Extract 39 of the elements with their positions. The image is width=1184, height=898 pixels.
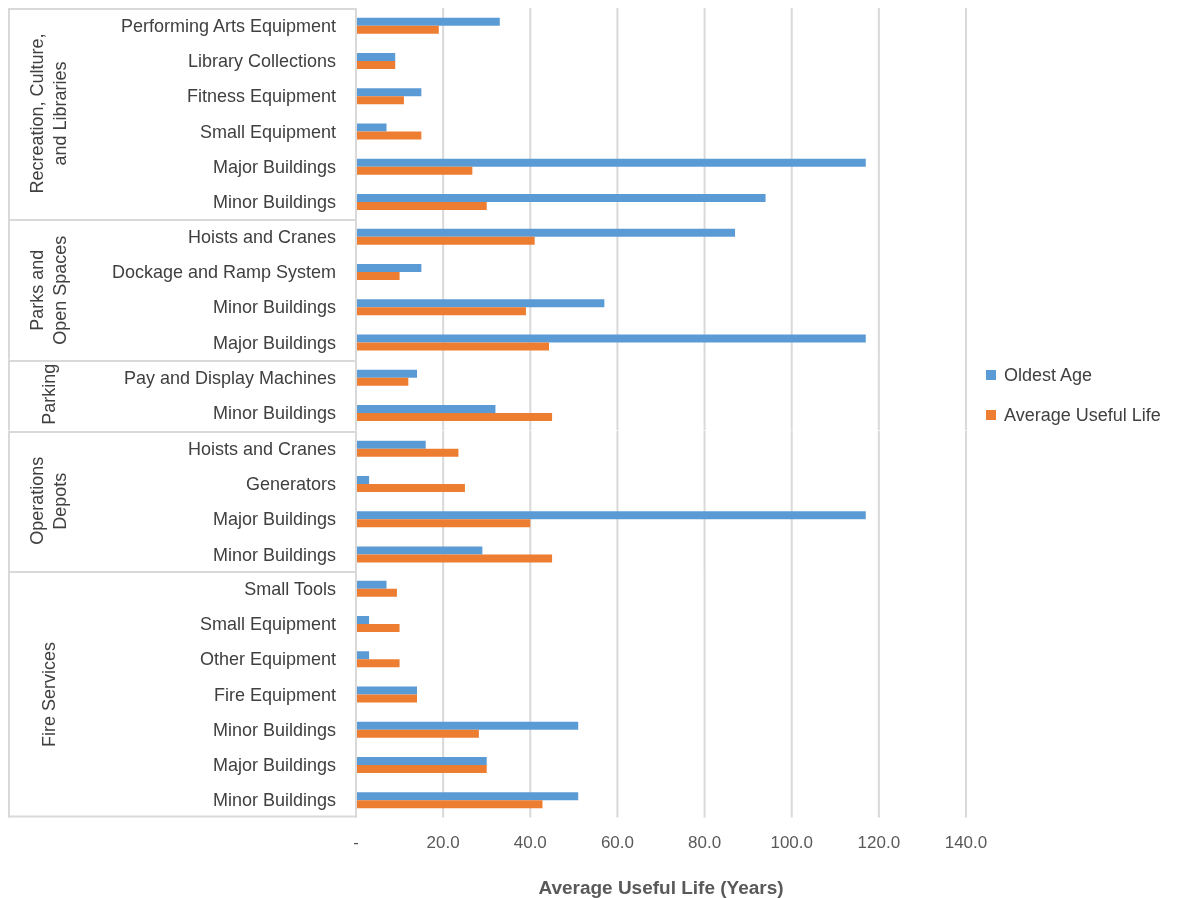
- y-tick-label: Major Buildings: [213, 755, 337, 776]
- legend-label: Oldest Age: [1004, 364, 1093, 386]
- x-tick-label: -: [353, 833, 359, 853]
- y-tick-label: Generators: [246, 473, 337, 494]
- y-axis-title: Parking: [37, 364, 60, 426]
- y-tick-label: Hoists and Cranes: [188, 227, 337, 248]
- y-axis-title: Fire Services: [37, 642, 60, 748]
- y-tick-label: Dockage and Ramp System: [112, 262, 337, 283]
- x-axis-title: Average Useful Life (Years): [538, 876, 784, 898]
- y-tick-label: Major Buildings: [213, 156, 337, 177]
- x-tick-label: 80.0: [688, 833, 722, 853]
- x-tick-label: 20.0: [426, 833, 460, 853]
- legend-label: Average Useful Life: [1004, 404, 1161, 426]
- x-tick-label: 140.0: [944, 833, 988, 853]
- y-axis-title: Parks and Open Spaces: [26, 234, 71, 347]
- y-tick-label: Minor Buildings: [213, 192, 337, 213]
- y-axis-title: Recreation, Culture, and Libraries: [26, 32, 71, 196]
- y-tick-label: Small Equipment: [200, 121, 337, 142]
- y-tick-label: Pay and Display Machines: [124, 368, 337, 389]
- y-tick-label: Minor Buildings: [213, 720, 337, 741]
- y-axis-title: Operations Depots: [26, 456, 71, 548]
- y-tick-label: Fire Equipment: [214, 685, 336, 706]
- x-tick-label: 100.0: [770, 833, 813, 853]
- x-tick-label: 60.0: [600, 833, 634, 853]
- y-tick-label: Major Buildings: [213, 332, 337, 353]
- y-tick-label: Performing Arts Equipment: [121, 16, 337, 36]
- y-tick-label: Other Equipment: [200, 649, 336, 670]
- y-tick-label: Fitness Equipment: [187, 86, 337, 107]
- y-tick-label: Small Equipment: [200, 614, 336, 635]
- y-tick-label: Minor Buildings: [213, 544, 337, 565]
- y-tick-label: Small Tools: [244, 579, 337, 600]
- y-tick-label: Hoists and Cranes: [188, 438, 337, 459]
- y-tick-label: Library Collections: [188, 51, 337, 72]
- y-tick-label: Minor Buildings: [213, 297, 337, 318]
- x-tick-label: 120.0: [857, 833, 901, 853]
- x-tick-label: 40.0: [513, 833, 547, 853]
- y-tick-label: Minor Buildings: [213, 403, 337, 424]
- y-tick-label: Major Buildings: [213, 509, 337, 529]
- y-tick-label: Minor Buildings: [213, 790, 337, 811]
